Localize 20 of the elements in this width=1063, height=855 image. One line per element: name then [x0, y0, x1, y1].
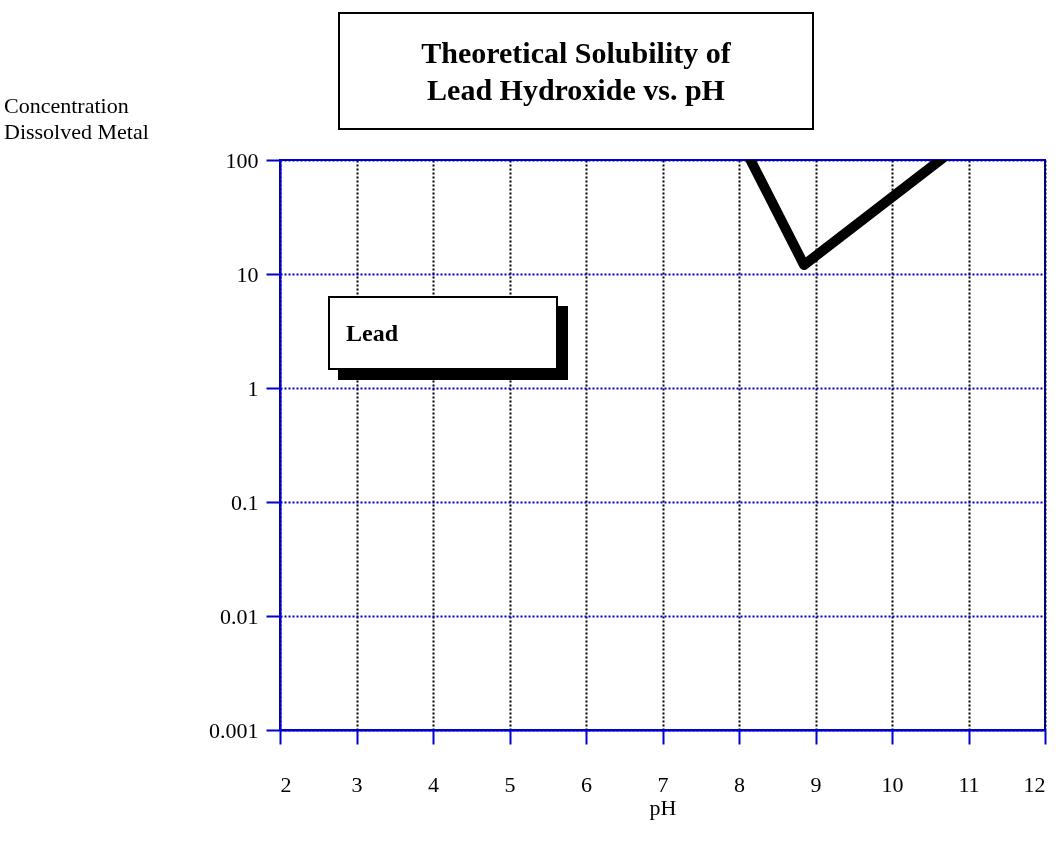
x-tick-label: 10 — [881, 771, 904, 797]
x-tick-label: 12 — [1023, 771, 1046, 797]
y-tick-label: 10 — [236, 261, 259, 287]
x-tick-label: 4 — [428, 771, 439, 797]
x-tick-label: 5 — [504, 771, 516, 797]
y-tick-label: 0.1 — [231, 489, 259, 515]
x-tick-label: 8 — [734, 771, 745, 797]
x-tick-label: 9 — [810, 771, 822, 797]
x-tick-label: 3 — [351, 771, 363, 797]
x-tick-label: 2 — [280, 771, 292, 797]
y-tick-label: 0.01 — [220, 603, 259, 629]
x-tick-label: 7 — [657, 771, 669, 797]
y-tick-label: 1 — [247, 375, 259, 401]
y-tick-label: 0.001 — [209, 717, 259, 743]
x-tick-label: 6 — [581, 771, 592, 797]
chart-title: Theoretical Solubility of Lead Hydroxide vs. pH — [338, 12, 814, 130]
y-tick-label: 100 — [225, 147, 259, 173]
y-axis-title: Concentration Dissolved Metal — [4, 93, 149, 146]
x-axis-title: pH — [649, 794, 677, 820]
x-tick-label: 11 — [958, 771, 980, 797]
